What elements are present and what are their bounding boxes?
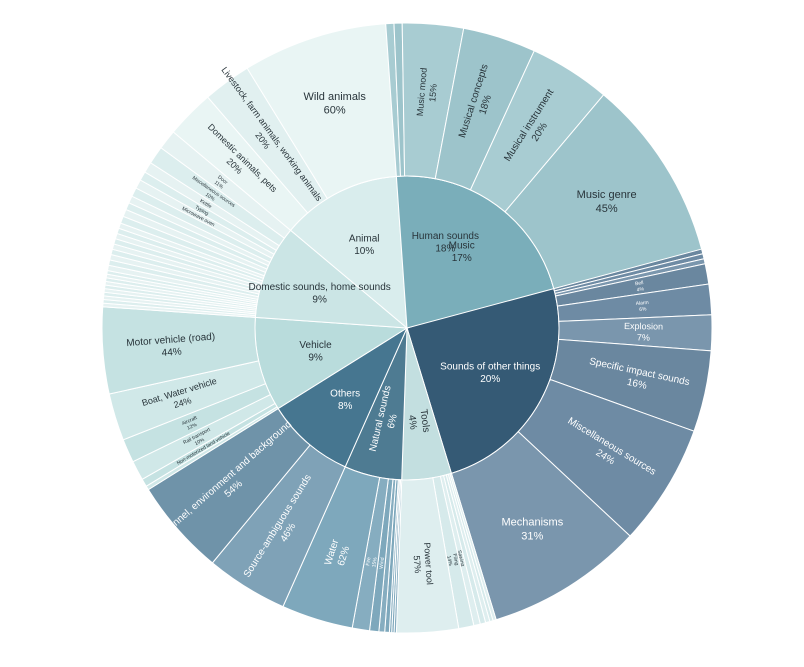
- outer-label-music-genre: Music genre 45%: [577, 189, 637, 215]
- outer-slice-music-music-genre[interactable]: [504, 94, 703, 290]
- outer-label-door: Door11%: [212, 174, 228, 191]
- outer-label-bell: Bell4%: [635, 280, 645, 294]
- outer-label-wind: Wind: [379, 557, 386, 569]
- outer-label-alarm: Alarm6%: [635, 300, 649, 313]
- inner-label-human-sounds: Human sounds 18%: [412, 231, 479, 255]
- outer-label-mechanisms: Mechanisms 31%: [501, 517, 563, 543]
- outer-label-fire: Fire15%: [365, 555, 379, 567]
- inner-label-sounds-of-other-things: Sounds of other things 20%: [440, 361, 540, 385]
- outer-label-wild-animals: Wild animals 60%: [304, 91, 367, 117]
- inner-label-others: Others 8%: [330, 388, 360, 412]
- inner-label-domestic-sounds-home-sounds: Domestic sounds, home sounds 9%: [248, 282, 390, 306]
- outer-label-filing: Filing14%: [445, 553, 459, 567]
- outer-label-sawing: Sawing: [456, 550, 466, 568]
- inner-label-music: Music 17%: [449, 241, 475, 265]
- outer-label-power-tool: Power tool57%: [411, 542, 435, 586]
- outer-label-explosion: Explosion7%: [624, 321, 663, 343]
- inner-label-animal: Animal 10%: [349, 233, 380, 257]
- inner-label-vehicle: Vehicle 9%: [299, 340, 332, 364]
- inner-label-tools: Tools4%: [405, 408, 431, 434]
- outer-label-kettle: Kettle: [199, 198, 213, 210]
- outer-label-music-mood: Music mood15%: [415, 67, 440, 117]
